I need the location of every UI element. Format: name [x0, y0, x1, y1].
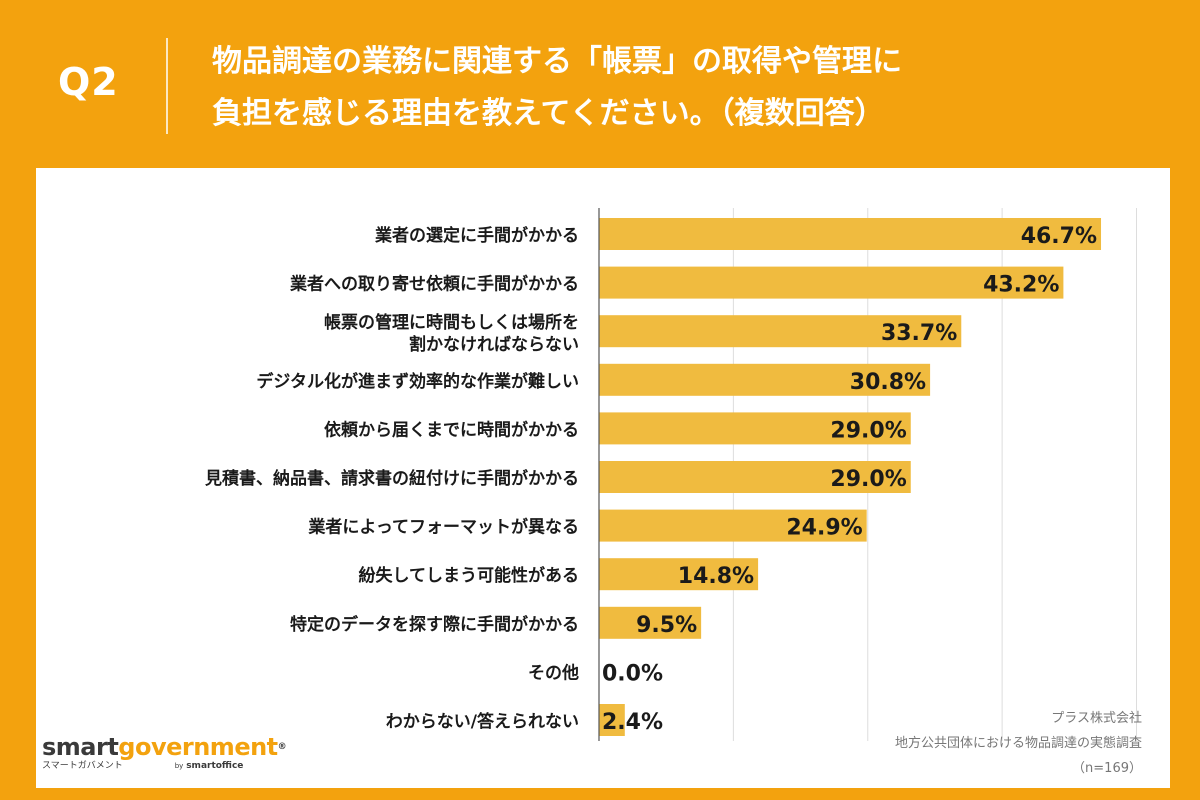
category-label: その他 [528, 662, 579, 683]
header-divider [166, 38, 168, 134]
bar [599, 558, 759, 591]
category-label: 依頼から届くまでに時間がかかる [324, 419, 579, 440]
logo-wordmark: smartgovernment® [42, 733, 287, 761]
data-label: 14.8% [678, 564, 754, 589]
source-survey: 地方公共団体における物品調達の実態調査 [894, 736, 1142, 751]
logo-by: by [174, 762, 184, 770]
bar-chart: 46.7% 業者の選定に手間がかかる 43.2% 業者への取り寄せ依頼に手間がかかる 3… [204, 208, 1137, 741]
bar [599, 606, 702, 639]
data-label: 30.8% [850, 370, 926, 395]
question-title-line-2: 負担を感じる理由を教えてください。（複数回答） [212, 96, 885, 131]
question-title: 物品調達の業務に関連する「帳票」の取得や管理に 負担を感じる理由を教えてください… [212, 36, 1112, 140]
data-label: 46.7% [1021, 224, 1097, 249]
category-label: デジタル化が進まず効率的な作業が難しい [256, 371, 579, 392]
category-label: 紛失してしまう可能性がある [359, 565, 580, 586]
logo-subtitle: スマートガバメント by smartoffice [42, 760, 286, 772]
header: Q2 物品調達の業務に関連する「帳票」の取得や管理に 負担を感じる理由を教えてく… [0, 0, 1200, 168]
category-label: 割かなければならない [409, 334, 579, 355]
logo-government: government [118, 733, 278, 761]
logo-brand: smartoffice [186, 761, 244, 771]
logo-registered: ® [277, 742, 287, 752]
bar [599, 266, 1064, 299]
category-label: わからない/答えられない [386, 711, 579, 732]
data-label: 2.4% [602, 710, 663, 735]
category-label: 特定のデータを探す際に手間がかかる [290, 614, 579, 635]
question-title-line-1: 物品調達の業務に関連する「帳票」の取得や管理に [212, 44, 902, 79]
category-label: 業者の選定に手間がかかる [375, 225, 579, 246]
category-label: 業者への取り寄せ依頼に手間がかかる [290, 274, 579, 295]
data-label: 9.5% [636, 613, 697, 638]
data-label: 33.7% [881, 321, 957, 346]
category-label: 業者によってフォーマットが異なる [308, 517, 579, 538]
source-sample-size: （n=169） [1072, 761, 1142, 776]
bar [599, 509, 867, 542]
source-note: プラス株式会社 地方公共団体における物品調達の実態調査 （n=169） [895, 706, 1142, 781]
chart-panel: 46.7% 業者の選定に手間がかかる 43.2% 業者への取り寄せ依頼に手間がかかる 3… [36, 168, 1170, 788]
data-label: 24.9% [786, 516, 862, 541]
data-label: 29.0% [830, 418, 906, 443]
bar [599, 363, 931, 396]
data-label: 29.0% [830, 467, 906, 492]
data-label: 0.0% [602, 661, 663, 686]
question-number: Q2 [58, 60, 119, 104]
data-label: 43.2% [983, 273, 1059, 298]
bar [599, 461, 911, 493]
category-label: 見積書、納品書、請求書の紐付けに手間がかかる [204, 468, 579, 489]
logo-sub-ja: スマートガバメント [42, 761, 123, 771]
category-label: 帳票の管理に時間もしくは場所を [324, 312, 579, 333]
bar [599, 704, 625, 736]
source-company: プラス株式会社 [1051, 711, 1142, 726]
smartgovernment-logo: smartgovernment® スマートガバメント by smartoffice [42, 733, 287, 772]
logo-smart: smart [42, 733, 119, 761]
bar [599, 315, 962, 348]
bar [599, 218, 1102, 250]
bar [599, 412, 911, 445]
